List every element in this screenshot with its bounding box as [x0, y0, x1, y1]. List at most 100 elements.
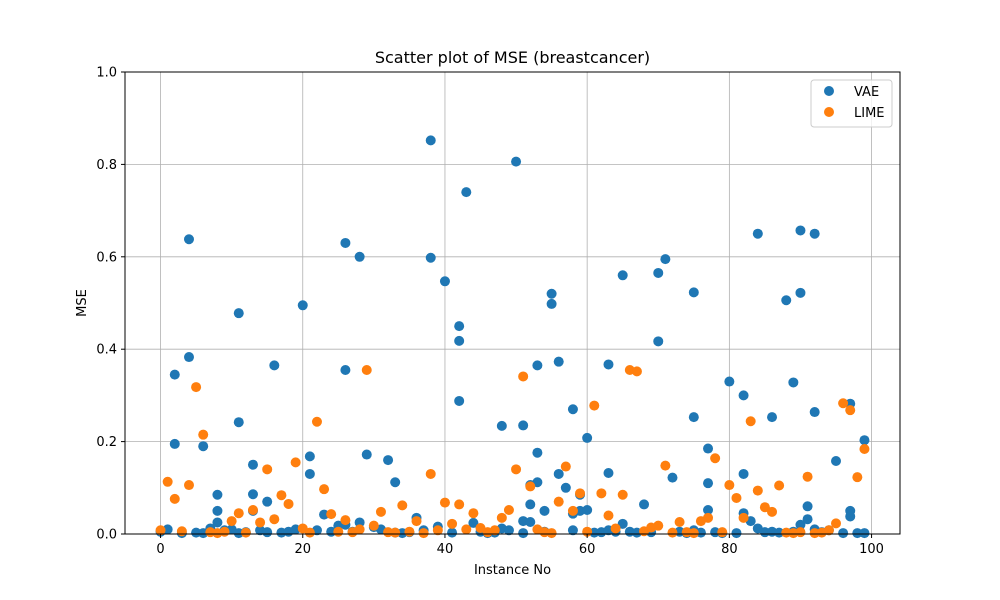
vae-point: [617, 270, 628, 281]
vae-point: [361, 449, 372, 460]
vae-point: [532, 360, 543, 371]
vae-point: [454, 395, 465, 406]
vae-point: [852, 528, 863, 539]
lime-point: [311, 416, 322, 427]
lime-point: [326, 509, 337, 520]
vae-point: [454, 321, 465, 332]
lime-point: [802, 471, 813, 482]
y-tick-label: 0.2: [96, 435, 117, 450]
lime-point: [731, 492, 742, 503]
vae-point: [447, 527, 458, 538]
lime-point: [183, 480, 194, 491]
lime-point: [468, 508, 479, 519]
lime-point: [247, 504, 258, 515]
vae-point: [831, 456, 842, 467]
vae-point: [639, 499, 650, 510]
vae-point: [667, 472, 678, 483]
lime-point: [283, 498, 294, 509]
x-tick-label: 100: [859, 542, 884, 557]
lime-point: [546, 528, 557, 539]
vae-point: [354, 251, 365, 262]
vae-point: [795, 225, 806, 236]
vae-point: [703, 504, 714, 515]
lime-point: [525, 481, 536, 492]
lime-point: [738, 512, 749, 523]
lime-point: [162, 476, 173, 487]
vae-point: [191, 527, 202, 538]
vae-point: [845, 511, 856, 522]
vae-point: [454, 335, 465, 346]
x-axis-label: Instance No: [474, 563, 551, 578]
lime-point: [169, 493, 180, 504]
y-tick-label: 0.8: [96, 158, 117, 173]
vae-point: [262, 496, 273, 507]
lime-point: [454, 499, 465, 510]
x-tick-label: 0: [156, 542, 164, 557]
vae-point: [774, 527, 785, 538]
vae-point: [582, 432, 593, 443]
lime-point: [859, 443, 870, 454]
lime-point: [432, 525, 443, 536]
vae-point: [439, 276, 450, 287]
lime-point: [774, 480, 785, 491]
vae-point: [304, 451, 315, 462]
series-vae: [155, 135, 870, 539]
lime-point: [610, 523, 621, 534]
lime-point: [589, 400, 600, 411]
vae-point: [183, 234, 194, 245]
vae-point: [802, 501, 813, 512]
lime-point: [226, 516, 237, 527]
lime-point: [503, 504, 514, 515]
vae-point: [525, 516, 536, 527]
vae-point: [795, 519, 806, 530]
vae-point: [788, 377, 799, 388]
vae-point: [269, 360, 280, 371]
vae-point: [703, 478, 714, 489]
vae-point: [212, 505, 223, 516]
vae-point: [511, 156, 522, 167]
lime-point: [383, 527, 394, 538]
vae-point: [425, 135, 436, 146]
lime-point: [688, 528, 699, 539]
vae-point: [802, 514, 813, 525]
lime-point: [276, 490, 287, 501]
vae-point: [553, 356, 564, 367]
vae-point: [752, 228, 763, 239]
vae-point: [233, 417, 244, 428]
vae-point: [688, 412, 699, 423]
lime-point: [340, 515, 351, 526]
lime-point: [852, 472, 863, 483]
vae-point: [838, 528, 849, 539]
lime-point: [575, 488, 586, 499]
legend: VAE LIME: [810, 79, 893, 128]
lime-point: [354, 524, 365, 535]
lime-point: [667, 527, 678, 538]
vae-point: [532, 447, 543, 458]
series-lime: [155, 364, 870, 539]
vae-point: [688, 287, 699, 298]
vae-point: [390, 477, 401, 488]
lime-point: [411, 516, 422, 527]
axis-ticks: 0 20 40 60 80 100 0.0 0.2 0.4 0.6 0.8 1.0: [96, 66, 884, 558]
vae-point: [660, 254, 671, 265]
lime-point: [703, 512, 714, 523]
chart-title: Scatter plot of MSE (breastcancer): [375, 48, 650, 67]
vae-point: [809, 228, 820, 239]
lime-point: [269, 514, 280, 525]
vae-point: [781, 295, 792, 306]
lime-point: [418, 528, 429, 539]
lime-point: [496, 512, 507, 523]
vae-point: [297, 300, 308, 311]
vae-point: [525, 499, 536, 510]
lime-point: [439, 497, 450, 508]
vae-point: [304, 468, 315, 479]
vae-point: [859, 528, 870, 539]
lime-point: [404, 526, 415, 537]
vae-point: [653, 336, 664, 347]
lime-point: [710, 453, 721, 464]
vae-point: [724, 376, 735, 387]
lime-point: [375, 506, 386, 517]
lime-point: [567, 505, 578, 516]
lime-point: [333, 526, 344, 537]
